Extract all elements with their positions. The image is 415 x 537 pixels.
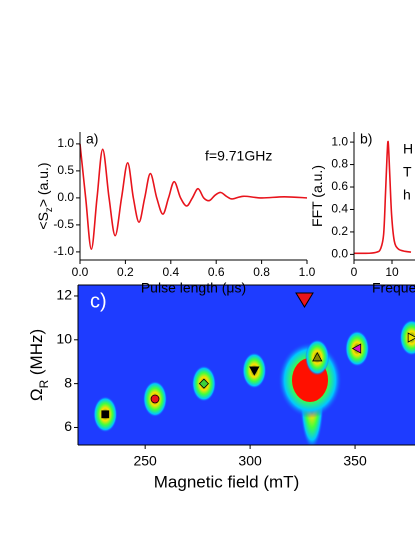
x-axis-label: Pulse length (μs): [141, 280, 246, 296]
marker: [249, 366, 260, 376]
label-part: (MHz): [27, 329, 46, 380]
y-tick-label: 1.0: [57, 136, 74, 150]
y-tick-label: 0.8: [331, 157, 348, 171]
y-tick-label: -0.5: [53, 217, 74, 231]
annotation: f=9.71GHz: [205, 148, 272, 164]
y-tick-label: 1.0: [331, 134, 348, 148]
x-tick-label: 0: [351, 265, 358, 279]
x-tick-label: 0.2: [117, 265, 134, 279]
y-tick-label: -1.0: [53, 244, 74, 258]
y-tick-label: 10: [56, 330, 72, 346]
field-marker: [295, 292, 314, 308]
x-tick-label: 250: [133, 453, 157, 469]
y-axis-label: FFT (a.u.): [309, 165, 325, 227]
x-tick-label: 0.6: [208, 265, 225, 279]
y-tick-label: 12: [56, 287, 72, 303]
y-axis-label: ΩR (MHz): [27, 329, 51, 401]
y-tick-label: 6: [64, 418, 72, 434]
marker: [351, 343, 362, 354]
y-tick-label: 0.2: [331, 224, 348, 238]
x-tick-label: 0.4: [162, 265, 179, 279]
data-line: [79, 143, 308, 250]
panel-label: b): [360, 131, 372, 147]
y-tick-label: 0.4: [331, 202, 348, 216]
x-tick-label: 350: [343, 453, 367, 469]
x-tick-label: 1.0: [299, 265, 316, 279]
x-axis-label: Magnetic field (mT): [154, 472, 299, 491]
label-part: > (a.u.): [35, 162, 51, 207]
marker: [198, 378, 209, 389]
x-tick-label: 0.0: [72, 265, 89, 279]
y-tick-label: 8: [64, 374, 72, 390]
annotation: H: [403, 141, 413, 157]
data-line: [353, 140, 412, 255]
x-tick-label: 0.8: [253, 265, 270, 279]
label-part: <S: [35, 212, 51, 230]
marker: [101, 410, 110, 419]
y-tick-label: 0.0: [331, 247, 348, 261]
marker: [150, 394, 160, 404]
y-tick-label: 0.6: [331, 179, 348, 193]
y-tick-label: 0.5: [57, 163, 74, 177]
x-tick-label: 300: [238, 453, 262, 469]
annotation: h: [403, 187, 411, 203]
panel-label: c): [90, 290, 107, 312]
subscript: z: [44, 207, 55, 212]
y-tick-label: 0.0: [57, 190, 74, 204]
panel-label: a): [86, 131, 98, 147]
peak-blob: [399, 319, 415, 356]
label-part: Ω: [27, 388, 46, 401]
marker: [312, 352, 323, 362]
x-tick-label: 10: [385, 265, 399, 279]
subscript: R: [37, 379, 51, 388]
annotation: T: [403, 164, 412, 180]
y-axis-label: <Sz> (a.u.): [35, 162, 55, 229]
label-part: FFT (a.u.): [309, 165, 325, 227]
marker: [407, 332, 415, 343]
x-axis-label: Freque: [372, 280, 415, 296]
